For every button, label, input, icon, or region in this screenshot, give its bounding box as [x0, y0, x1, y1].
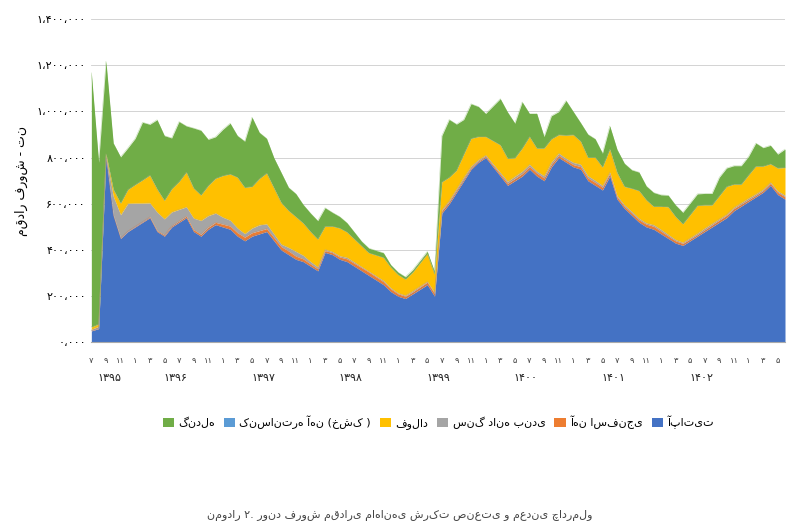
Text: ۱: ۱	[746, 356, 750, 366]
Text: ۱۳۹۸: ۱۳۹۸	[338, 373, 362, 383]
Text: ۳: ۳	[147, 356, 152, 366]
Text: ۱۴۰۱: ۱۴۰۱	[602, 373, 626, 383]
Text: ۹: ۹	[630, 356, 634, 366]
Text: ۷: ۷	[89, 356, 94, 366]
Text: ۵: ۵	[513, 356, 517, 366]
Text: ۹: ۹	[366, 356, 371, 366]
Text: ۱۱: ۱۱	[291, 356, 300, 366]
Text: ۵: ۵	[600, 356, 605, 366]
Text: ۱۴۰۰: ۱۴۰۰	[514, 373, 538, 383]
Text: ۱۱: ۱۱	[204, 356, 213, 366]
Text: ۷: ۷	[615, 356, 619, 366]
Text: ۱۳۹۶: ۱۳۹۶	[163, 373, 187, 383]
Text: ۳: ۳	[235, 356, 239, 366]
Text: ۱۳۹۵: ۱۳۹۵	[98, 373, 122, 383]
Text: ۱: ۱	[483, 356, 488, 366]
Text: ۳: ۳	[761, 356, 766, 366]
Text: ۹: ۹	[279, 356, 283, 366]
Text: نمودار ۲. روند فروش مقداری ماهانهی شرکت صنعتی و معدنی چادرملو: نمودار ۲. روند فروش مقداری ماهانهی شرکت …	[207, 510, 593, 521]
Text: ۱۱: ۱۱	[116, 356, 125, 366]
Text: ۷: ۷	[177, 356, 182, 366]
Text: ۹: ۹	[454, 356, 458, 366]
Text: ۱۱: ۱۱	[730, 356, 738, 366]
Text: ۱: ۱	[396, 356, 400, 366]
Text: ۷: ۷	[702, 356, 707, 366]
Text: ۱۱: ۱۱	[466, 356, 475, 366]
Text: ۱۳۹۷: ۱۳۹۷	[251, 373, 275, 383]
Text: ۱: ۱	[221, 356, 225, 366]
Text: ۱۳۹۹: ۱۳۹۹	[426, 373, 450, 383]
Text: ۵: ۵	[425, 356, 430, 366]
Text: ۹: ۹	[542, 356, 546, 366]
Text: ۵: ۵	[775, 356, 780, 366]
Text: ۳: ۳	[410, 356, 415, 366]
Text: ۱۱: ۱۱	[379, 356, 388, 366]
Y-axis label: مقدار فروش - تن: مقدار فروش - تن	[15, 126, 28, 236]
Text: ۹: ۹	[717, 356, 722, 366]
Text: ۹: ۹	[104, 356, 108, 366]
Text: ۱: ۱	[133, 356, 138, 366]
Text: ۷: ۷	[264, 356, 269, 366]
Text: ۵: ۵	[688, 356, 692, 366]
Text: ۹: ۹	[191, 356, 196, 366]
Text: ۱۴۰۲: ۱۴۰۲	[689, 373, 713, 383]
Legend: گندله, کنسانتره آهن (خشک ), فولاد, سنگ دانه بندی, آهن اسفنجی, آپاتیت: گندله, کنسانتره آهن (خشک ), فولاد, سنگ د…	[158, 411, 718, 434]
Text: ۵: ۵	[338, 356, 342, 366]
Text: ۵: ۵	[250, 356, 254, 366]
Text: ۳: ۳	[674, 356, 678, 366]
Text: ۱: ۱	[571, 356, 575, 366]
Text: ۳: ۳	[586, 356, 590, 366]
Text: ۷: ۷	[527, 356, 532, 366]
Text: ۱۱: ۱۱	[642, 356, 650, 366]
Text: ۷: ۷	[439, 356, 444, 366]
Text: ۱: ۱	[658, 356, 663, 366]
Text: ۳: ۳	[498, 356, 502, 366]
Text: ۳: ۳	[323, 356, 327, 366]
Text: ۵: ۵	[162, 356, 166, 366]
Text: ۱: ۱	[308, 356, 313, 366]
Text: ۷: ۷	[352, 356, 357, 366]
Text: ۱۱: ۱۱	[554, 356, 563, 366]
